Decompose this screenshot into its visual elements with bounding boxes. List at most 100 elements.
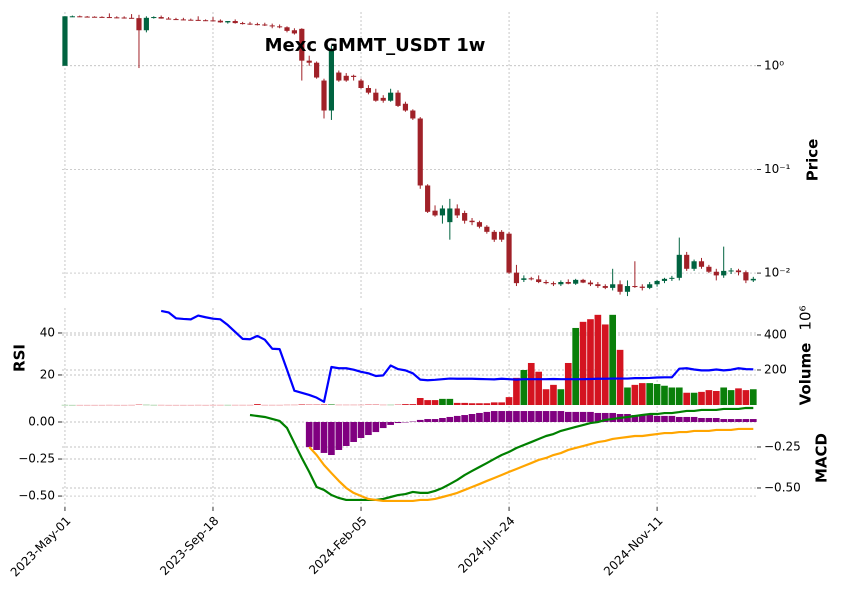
- bar: [424, 419, 431, 422]
- bar: [668, 415, 676, 422]
- bar: [535, 371, 542, 405]
- bar: [579, 411, 587, 422]
- bar: [490, 411, 498, 422]
- bar: [564, 411, 572, 422]
- candle-body: [506, 233, 512, 273]
- y-tick-label: 10⁻²: [764, 266, 791, 280]
- bar: [646, 383, 654, 405]
- bar: [579, 321, 587, 405]
- candle-body: [128, 17, 135, 19]
- candle-body: [610, 284, 616, 288]
- rsi-label: RSI: [11, 344, 29, 372]
- candle-body: [691, 261, 697, 269]
- bar: [668, 387, 676, 405]
- volume-offset: 10⁶: [797, 305, 815, 330]
- candle-body: [469, 220, 475, 223]
- bar: [446, 416, 454, 422]
- bar: [735, 419, 742, 422]
- bar: [749, 389, 757, 405]
- bar: [335, 421, 343, 450]
- bar: [698, 391, 705, 405]
- candle-body: [165, 18, 172, 20]
- bar: [365, 421, 372, 436]
- bar: [727, 419, 735, 422]
- bar: [320, 421, 328, 453]
- candle-body: [624, 286, 631, 292]
- bar: [254, 404, 261, 405]
- y-tick-label: 0.00: [28, 414, 55, 428]
- candle-body: [306, 60, 312, 63]
- bar: [542, 389, 550, 405]
- bar: [720, 387, 728, 405]
- candle-body: [77, 16, 83, 18]
- candle-body: [277, 26, 283, 28]
- candle-body: [743, 272, 749, 281]
- line: [249, 406, 754, 502]
- candle-body: [750, 278, 756, 281]
- bar: [313, 421, 320, 450]
- candle-body: [202, 20, 209, 22]
- candle-body: [602, 286, 608, 288]
- candle-body: [676, 254, 682, 278]
- bar: [357, 421, 365, 438]
- candle-body: [647, 284, 653, 288]
- candle-body: [180, 19, 186, 21]
- bar: [727, 390, 735, 405]
- bar: [439, 417, 446, 422]
- bar: [483, 411, 491, 422]
- candle-body: [328, 50, 335, 111]
- candle-body: [210, 20, 216, 22]
- candle-body: [573, 279, 579, 284]
- bar: [616, 349, 624, 405]
- bar: [328, 404, 335, 405]
- candle-body: [484, 226, 490, 232]
- candle-body: [291, 30, 297, 34]
- bar: [550, 411, 557, 422]
- candle-body: [528, 278, 534, 280]
- candle-body: [462, 212, 468, 221]
- candle-body: [143, 17, 149, 31]
- candle-body: [217, 20, 223, 23]
- candle-body: [402, 103, 409, 111]
- candle-body: [62, 16, 68, 66]
- candle-body: [513, 272, 520, 284]
- candle-body: [706, 266, 712, 272]
- bar: [675, 416, 683, 422]
- candle-body: [587, 282, 594, 285]
- bar: [431, 400, 439, 405]
- bar: [520, 369, 528, 405]
- bar: [402, 404, 409, 405]
- bar: [557, 411, 565, 422]
- y-tick-label: 10⁰: [764, 58, 784, 72]
- candle-body: [240, 23, 246, 25]
- y-tick-label: −0.50: [18, 489, 55, 503]
- candle-body: [84, 16, 90, 18]
- candle-body: [225, 21, 231, 23]
- bar: [468, 413, 476, 422]
- bar: [527, 362, 535, 405]
- price-label: Price: [804, 139, 822, 182]
- bar: [550, 384, 557, 405]
- bar: [601, 324, 609, 405]
- chart-title: Mexc GMMT_USDT 1w: [265, 35, 486, 56]
- candle-body: [188, 19, 194, 21]
- bar: [387, 421, 394, 425]
- candle-body: [395, 92, 401, 106]
- bar: [328, 421, 335, 456]
- bar: [742, 390, 750, 405]
- bar: [424, 400, 431, 405]
- bar: [594, 314, 602, 405]
- candle-body: [380, 97, 386, 101]
- bar: [320, 404, 328, 405]
- bar: [372, 421, 380, 433]
- bar: [609, 314, 617, 405]
- bar: [505, 397, 513, 405]
- bar: [498, 402, 505, 405]
- bar: [379, 421, 387, 429]
- candle-body: [136, 18, 142, 31]
- candle-body: [351, 75, 357, 77]
- y-tick-label: −0.50: [764, 480, 801, 494]
- bar: [653, 383, 661, 405]
- bar: [749, 419, 757, 422]
